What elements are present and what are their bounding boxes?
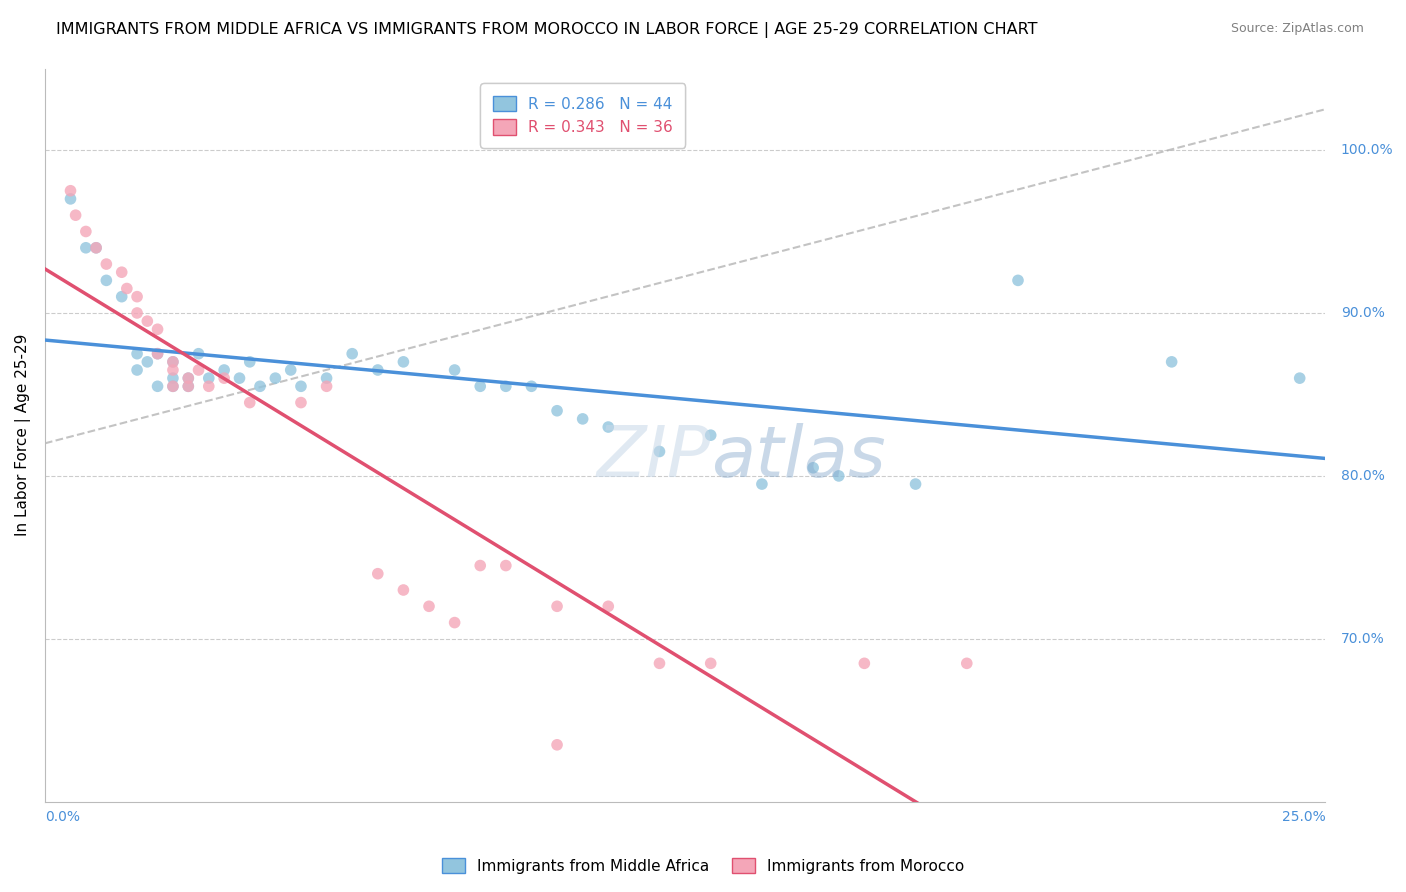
Point [177,379,200,393]
Point [367,566,389,581]
Point [546,599,568,614]
Point [96,273,118,287]
Point [111,265,134,279]
Point [162,363,184,377]
Point [177,371,200,385]
Text: ZIP: ZIP [596,423,710,491]
Point [162,355,184,369]
Point [59,184,82,198]
Point [162,371,184,385]
Point [197,371,219,385]
Point [212,363,235,377]
Point [125,306,148,320]
Text: atlas: atlas [710,423,886,491]
Point [315,379,337,393]
Point [520,379,543,393]
Point [146,347,169,361]
Point [443,363,465,377]
Point [392,355,415,369]
Point [956,657,979,671]
Point [315,371,337,385]
Point [290,395,312,409]
Point [443,615,465,630]
Text: Source: ZipAtlas.com: Source: ZipAtlas.com [1230,22,1364,36]
Point [546,738,568,752]
Point [801,460,824,475]
Text: 90.0%: 90.0% [1341,306,1385,320]
Point [65,208,87,222]
Point [546,403,568,417]
Point [598,420,620,434]
Point [146,347,169,361]
Point [280,363,302,377]
Text: 25.0%: 25.0% [1281,810,1326,824]
Point [162,379,184,393]
Point [125,363,148,377]
Point [470,379,492,393]
Point [228,371,250,385]
Point [699,428,721,442]
Point [146,322,169,336]
Point [367,363,389,377]
Point [115,281,138,295]
Point [212,371,235,385]
Point [1160,355,1182,369]
Point [59,192,82,206]
Point [84,241,107,255]
Point [904,477,927,491]
Point [392,582,415,597]
Text: 100.0%: 100.0% [1341,143,1393,157]
Point [239,355,262,369]
Point [197,379,219,393]
Point [125,290,148,304]
Point [125,347,148,361]
Legend: Immigrants from Middle Africa, Immigrants from Morocco: Immigrants from Middle Africa, Immigrant… [436,852,970,880]
Point [162,379,184,393]
Point [249,379,271,393]
Point [290,379,312,393]
Point [187,363,209,377]
Point [828,469,851,483]
Point [111,290,134,304]
Point [470,558,492,573]
Point [751,477,773,491]
Point [96,257,118,271]
Text: 80.0%: 80.0% [1341,469,1385,483]
Point [340,347,363,361]
Point [648,444,671,458]
Point [187,347,209,361]
Point [136,314,159,328]
Point [495,379,517,393]
Point [598,599,620,614]
Point [239,395,262,409]
Point [418,599,440,614]
Point [146,379,169,393]
Point [177,371,200,385]
Point [853,657,876,671]
Point [571,412,593,426]
Point [1288,371,1310,385]
Text: IMMIGRANTS FROM MIDDLE AFRICA VS IMMIGRANTS FROM MOROCCO IN LABOR FORCE | AGE 25: IMMIGRANTS FROM MIDDLE AFRICA VS IMMIGRA… [56,22,1038,38]
Point [75,241,97,255]
Point [177,379,200,393]
Text: 70.0%: 70.0% [1341,632,1385,646]
Text: 0.0%: 0.0% [45,810,80,824]
Point [136,355,159,369]
Point [75,225,97,239]
Point [648,657,671,671]
Y-axis label: In Labor Force | Age 25-29: In Labor Force | Age 25-29 [15,334,31,536]
Legend: R = 0.286   N = 44, R = 0.343   N = 36: R = 0.286 N = 44, R = 0.343 N = 36 [481,84,685,147]
Point [84,241,107,255]
Point [1007,273,1029,287]
Point [264,371,287,385]
Point [162,355,184,369]
Point [699,657,721,671]
Point [495,558,517,573]
